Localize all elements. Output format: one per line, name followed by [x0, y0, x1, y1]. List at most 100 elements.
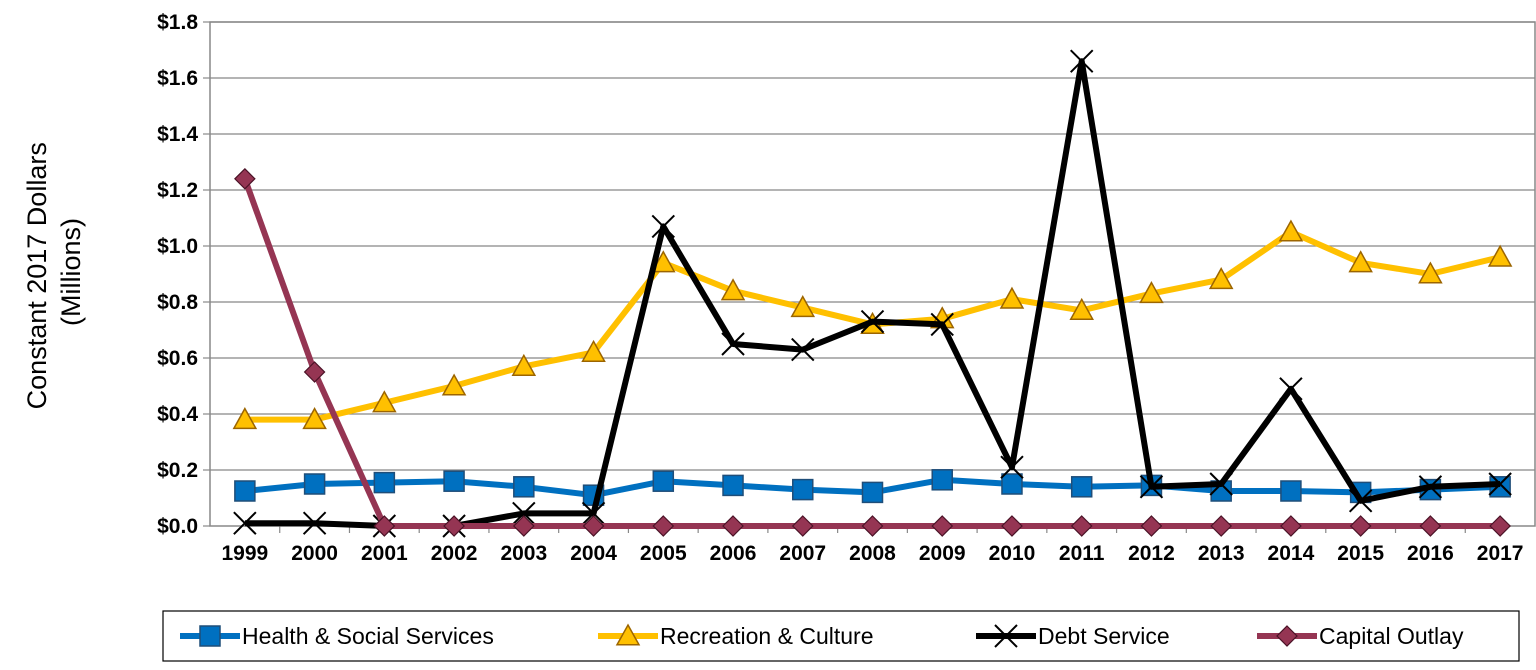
y-axis: $0.0 $0.2 $0.4 $0.6 $0.8 $1.0 $1.2 $1.4 $1.6 $1.8: [157, 11, 210, 538]
data-point: [302, 407, 327, 430]
legend-marker: [615, 623, 641, 646]
legend-item: Recreation & Culture: [598, 623, 874, 649]
data-point: [1418, 261, 1443, 284]
legend-marker: [1276, 625, 1298, 647]
data-point: [1001, 515, 1023, 537]
data-point: [373, 471, 396, 494]
x-tick-label: 2005: [640, 542, 687, 565]
data-point: [441, 373, 467, 396]
legend-label: Debt Service: [1038, 623, 1170, 649]
series-3: [234, 167, 1511, 537]
legend: Health & Social Services Recreation & Cul…: [162, 610, 1520, 662]
data-point: [303, 361, 326, 383]
data-point: [1348, 250, 1373, 273]
gridlines: [210, 21, 1535, 471]
data-point: [1001, 473, 1023, 495]
x-tick-label: 2009: [919, 542, 966, 565]
data-point: [651, 214, 675, 239]
legend-label: Recreation & Culture: [660, 623, 874, 649]
series-line: [244, 58, 1501, 529]
y-tick-label: $1.0: [157, 235, 198, 258]
series-group: [232, 49, 1513, 538]
legend-marker: [199, 625, 221, 647]
x-tick-label: 2004: [570, 542, 617, 565]
series-line: [242, 177, 1501, 529]
x-tick-label: 2006: [710, 542, 757, 565]
data-point: [373, 515, 396, 537]
data-point: [582, 515, 605, 537]
x-tick-label: 2010: [989, 542, 1036, 565]
x-tick-label: 2000: [291, 542, 338, 565]
data-point: [233, 511, 257, 535]
y-tick-label: $0.0: [157, 515, 198, 538]
data-point: [513, 476, 535, 498]
legend-item: Capital Outlay: [1257, 623, 1464, 649]
plot-area: [209, 21, 1536, 527]
data-point: [1070, 49, 1094, 73]
legend-label: Health & Social Services: [242, 623, 494, 649]
data-point: [790, 295, 816, 318]
data-point: [861, 481, 884, 504]
data-point: [930, 312, 954, 337]
data-point: [1419, 515, 1442, 537]
data-point: [1488, 472, 1512, 496]
series-0: [234, 469, 1511, 506]
data-point: [1069, 297, 1094, 320]
y-tick-label: $1.8: [157, 11, 198, 34]
data-point: [234, 167, 256, 190]
y-tick-label: $0.8: [157, 291, 198, 314]
data-point: [652, 470, 675, 492]
data-point: [1209, 472, 1233, 496]
legend-item: Health & Social Services: [180, 623, 494, 649]
data-point: [999, 286, 1025, 309]
x-tick-label: 2014: [1268, 542, 1315, 565]
y-axis-title: Constant 2017 Dollars (Millions): [22, 135, 86, 410]
data-point: [303, 473, 326, 495]
data-point: [791, 515, 814, 537]
x-tick-label: 2007: [779, 542, 826, 565]
data-point: [511, 353, 537, 376]
data-point: [372, 390, 397, 413]
data-point: [652, 515, 675, 537]
data-point: [1139, 281, 1164, 304]
data-point: [1070, 476, 1093, 498]
x-axis: 1999 2000 2001 2002 2003 2004 2005 2006 2007 2008…: [222, 526, 1523, 565]
data-point: [1140, 515, 1163, 537]
y-tick-label: $1.4: [157, 123, 198, 146]
data-point: [581, 339, 606, 362]
data-point: [1278, 219, 1304, 242]
x-tick-label: 2013: [1198, 542, 1245, 565]
data-point: [1280, 515, 1302, 537]
y-tick-label: $0.2: [157, 459, 198, 482]
data-point: [234, 480, 256, 502]
data-point: [1418, 475, 1443, 499]
data-point: [721, 332, 745, 356]
data-point: [792, 478, 814, 501]
x-tick-label: 2016: [1407, 542, 1454, 565]
data-point: [1280, 480, 1302, 502]
data-point: [443, 515, 465, 537]
x-tick-label: 2012: [1128, 542, 1175, 565]
data-point: [302, 511, 327, 535]
data-point: [232, 407, 258, 430]
data-point: [720, 278, 746, 301]
x-tick-label: 2002: [431, 542, 478, 565]
data-point: [931, 469, 953, 491]
data-point: [1070, 515, 1093, 537]
series-2: [233, 49, 1512, 538]
data-point: [791, 337, 815, 362]
data-point: [581, 501, 606, 526]
y-axis-title-line-2: (Millions): [56, 218, 86, 326]
data-point: [1348, 489, 1373, 513]
x-tick-label: 2008: [849, 542, 896, 565]
data-point: [861, 515, 884, 537]
y-tick-label: $1.2: [157, 179, 198, 202]
x-tick-label: 2001: [361, 542, 408, 565]
data-point: [722, 515, 744, 537]
data-point: [860, 309, 885, 334]
data-point: [1208, 267, 1234, 290]
data-point: [1139, 475, 1164, 499]
data-point: [722, 474, 744, 497]
data-point: [1487, 244, 1513, 267]
